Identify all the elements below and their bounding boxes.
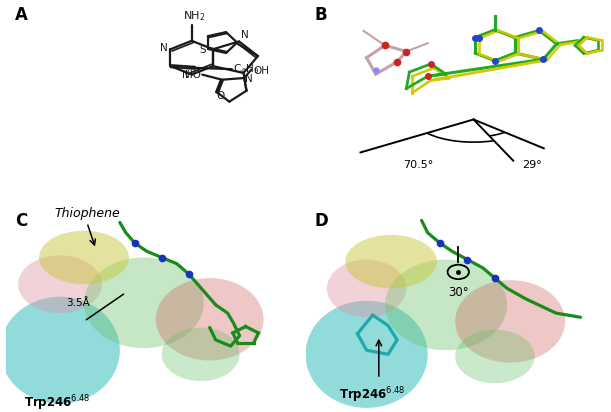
Text: B: B <box>315 6 327 24</box>
Text: Thiophene: Thiophene <box>54 207 120 220</box>
Text: NH$_2$: NH$_2$ <box>183 9 206 23</box>
Ellipse shape <box>0 297 120 404</box>
Ellipse shape <box>385 260 507 350</box>
Text: A: A <box>15 6 28 24</box>
Ellipse shape <box>455 330 535 383</box>
Ellipse shape <box>84 258 203 348</box>
Ellipse shape <box>327 260 406 317</box>
Ellipse shape <box>345 235 437 288</box>
Text: 29°: 29° <box>522 160 541 170</box>
Ellipse shape <box>39 231 129 284</box>
Ellipse shape <box>455 280 565 363</box>
Text: O: O <box>216 91 224 101</box>
Ellipse shape <box>156 278 263 360</box>
Ellipse shape <box>18 255 102 313</box>
Text: S: S <box>199 44 206 55</box>
Text: 70.5°: 70.5° <box>403 160 434 170</box>
Text: Trp246$^{6.48}$: Trp246$^{6.48}$ <box>24 393 90 412</box>
Text: N: N <box>241 30 248 40</box>
Text: D: D <box>315 212 329 230</box>
Text: OH: OH <box>253 66 269 76</box>
Text: N: N <box>245 74 253 84</box>
Text: HO: HO <box>185 70 201 80</box>
Ellipse shape <box>306 301 428 408</box>
Text: C$_4$H$_9$: C$_4$H$_9$ <box>233 63 260 77</box>
Text: N: N <box>181 70 189 80</box>
Ellipse shape <box>162 328 240 381</box>
Polygon shape <box>216 80 224 92</box>
Text: 30°: 30° <box>448 286 469 300</box>
Text: 3.5Å: 3.5Å <box>67 298 90 308</box>
Text: C: C <box>15 212 27 230</box>
Text: N: N <box>160 43 168 53</box>
Text: Trp246$^{6.48}$: Trp246$^{6.48}$ <box>340 385 406 405</box>
